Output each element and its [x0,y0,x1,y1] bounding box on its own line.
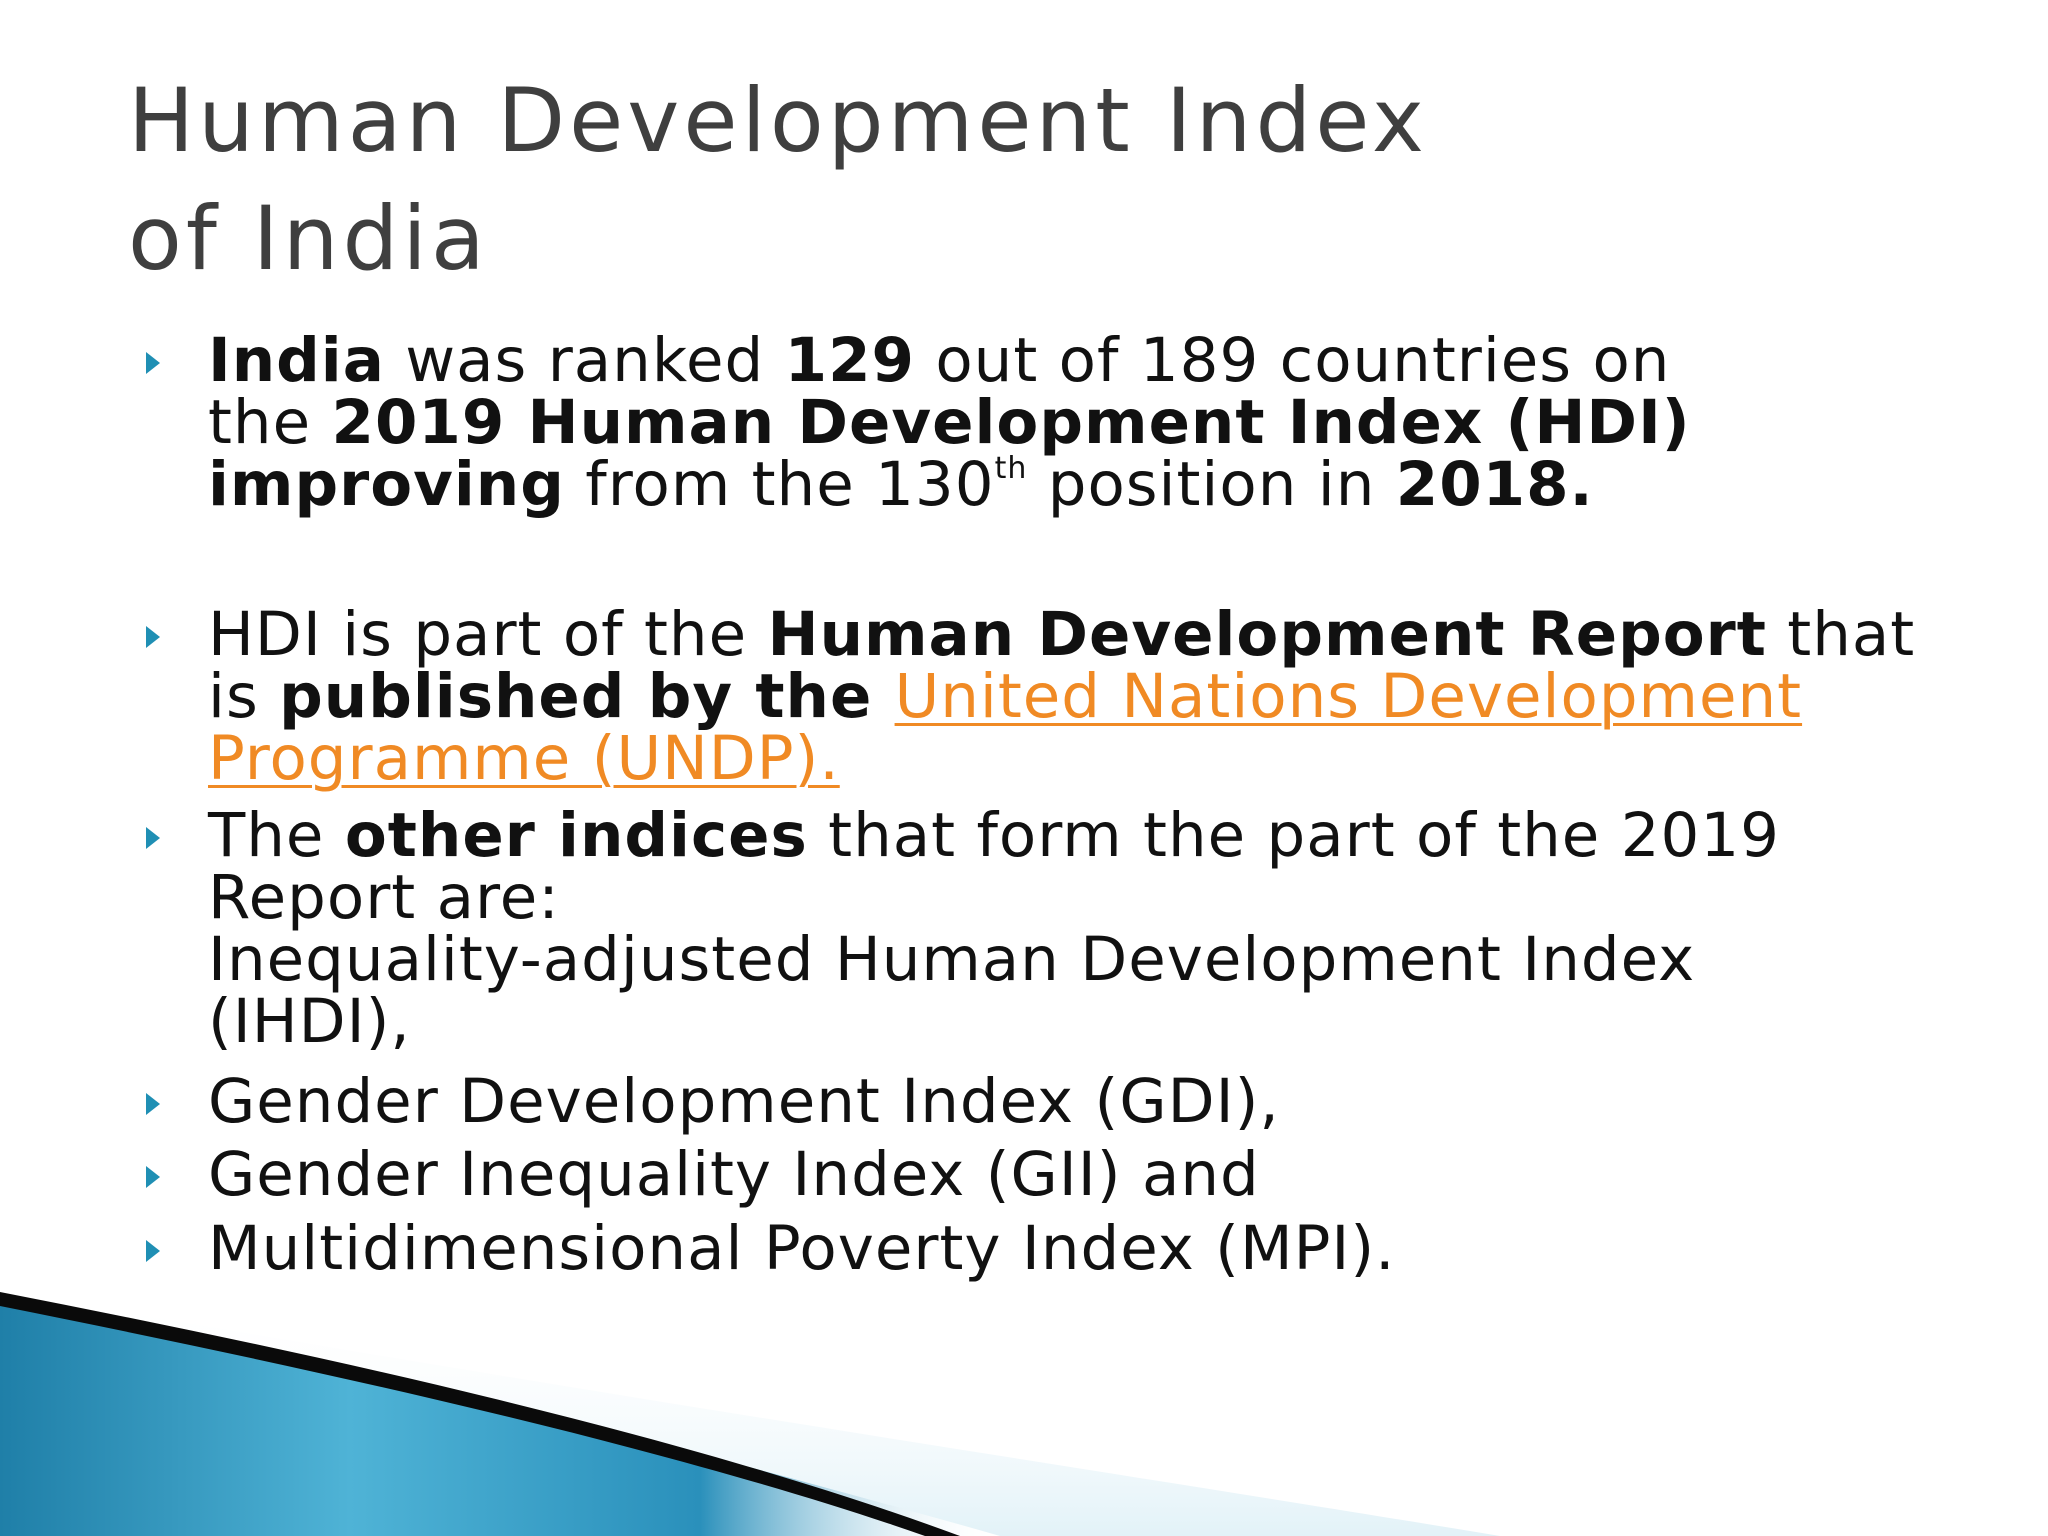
plain-text: from the [564,449,876,520]
text-line: The other indices that form the part of … [208,805,1908,867]
triangle-bullet-icon [146,1240,160,1262]
bullet-text: The other indices that form the part of … [208,805,1908,1053]
superscript-text: th [994,450,1028,486]
bullet-text: India was ranked 129 out of 189 countrie… [208,330,1908,516]
bold-text: 2019 Human Development Index (HDI) [331,387,1691,458]
triangle-bullet-icon [146,1093,160,1115]
plain-text: out of 189 countries on [914,325,1671,396]
bullet-text: HDI is part of the Human Development Rep… [208,604,1914,790]
light-wave-shape [0,1290,1500,1536]
title-line-2: of India [128,187,489,290]
plain-text: that form the part of the 2019 [807,800,1780,871]
triangle-bullet-icon [146,1166,160,1188]
title-line-1: Human Development Index [128,69,1428,172]
dark-swoosh-shape [0,1292,960,1536]
plain-text: Inequality-adjusted Human Development In… [208,924,1696,995]
blue-wave-shape [0,1295,1000,1536]
plain-text: was ranked [384,325,785,396]
triangle-bullet-icon [146,352,160,374]
bullet-text: Multidimensional Poverty Index (MPI). [208,1213,1396,1284]
bold-text: 129 [784,325,915,396]
plain-text: The [208,800,345,871]
plain-text: (IHDI), [208,986,411,1057]
plain-text: that [1766,599,1916,670]
undp-link-continued[interactable]: Programme (UNDP). [208,723,840,794]
plain-text: position in [1027,449,1396,520]
text-line: improving from the 130th position in 201… [208,450,1908,516]
plain-text: the [208,387,332,458]
undp-link[interactable]: United Nations Development [894,661,1803,732]
text-line: is published by the United Nations Devel… [208,666,1908,728]
text-line: HDI is part of the Human Development Rep… [208,604,1914,666]
plain-text: is [208,661,280,732]
bullet-text: Gender Inequality Index (GII) and [208,1139,1260,1210]
bold-text: 2018. [1395,449,1594,520]
page-title: Human Development Index of India [128,62,1828,298]
bold-text: Human Development Report [767,599,1767,670]
bold-text: India [208,325,385,396]
text-line: Inequality-adjusted Human Development In… [208,929,1908,991]
bullet-text: Gender Development Index (GDI), [208,1066,1280,1137]
bold-text: other indices [344,800,808,871]
triangle-bullet-icon [146,827,160,849]
plain-text: 130 [875,449,995,520]
text-line: the 2019 Human Development Index (HDI) [208,392,1908,454]
plain-text: HDI is part of the [208,599,768,670]
triangle-bullet-icon [146,626,160,648]
text-line: (IHDI), [208,991,1908,1053]
bold-text: improving [208,449,565,520]
text-line: Report are: [208,867,1908,929]
text-line: India was ranked 129 out of 189 countrie… [208,330,1908,392]
bold-text: published by the [279,661,895,732]
text-line: Programme (UNDP). [208,728,1908,790]
plain-text: Report are: [208,862,560,933]
